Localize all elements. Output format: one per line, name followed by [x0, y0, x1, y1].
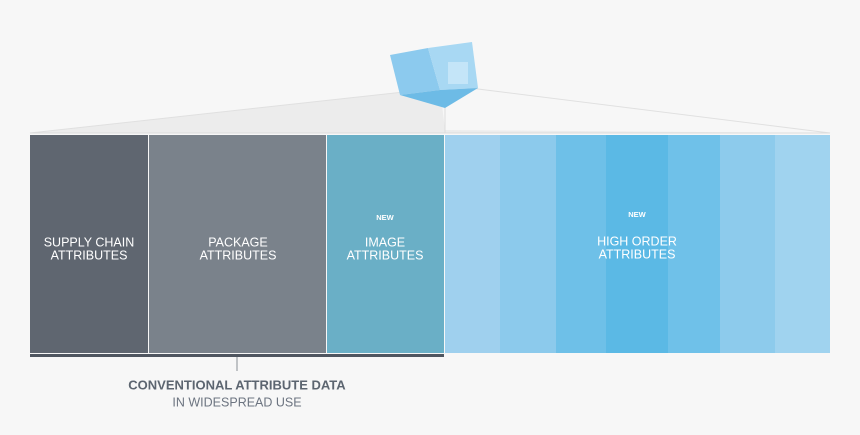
- fan-edge: [29, 87, 441, 134]
- panel: [445, 135, 830, 353]
- panel: [30, 135, 148, 353]
- new-badge: NEW: [376, 213, 394, 222]
- caption-title: CONVENTIONAL ATTRIBUTE DATA: [128, 377, 346, 392]
- caption-subtitle: IN WIDESPREAD USE: [172, 395, 301, 409]
- panel: [149, 135, 326, 353]
- panel-label: IMAGE: [365, 235, 405, 249]
- fan-edge: [469, 87, 831, 134]
- panel-label: SUPPLY CHAIN: [44, 235, 135, 249]
- cube-icon: [390, 42, 478, 108]
- panel-label: HIGH ORDER: [597, 234, 677, 248]
- panel-label: ATTRIBUTES: [347, 248, 424, 262]
- panel-label: ATTRIBUTES: [200, 248, 277, 262]
- new-badge: NEW: [628, 210, 646, 219]
- bracket: [30, 354, 444, 357]
- panel-label: ATTRIBUTES: [599, 247, 676, 261]
- panel: [327, 135, 444, 353]
- projection-fan: [30, 88, 830, 133]
- panel-label: ATTRIBUTES: [51, 248, 128, 262]
- panel-label: PACKAGE: [208, 235, 268, 249]
